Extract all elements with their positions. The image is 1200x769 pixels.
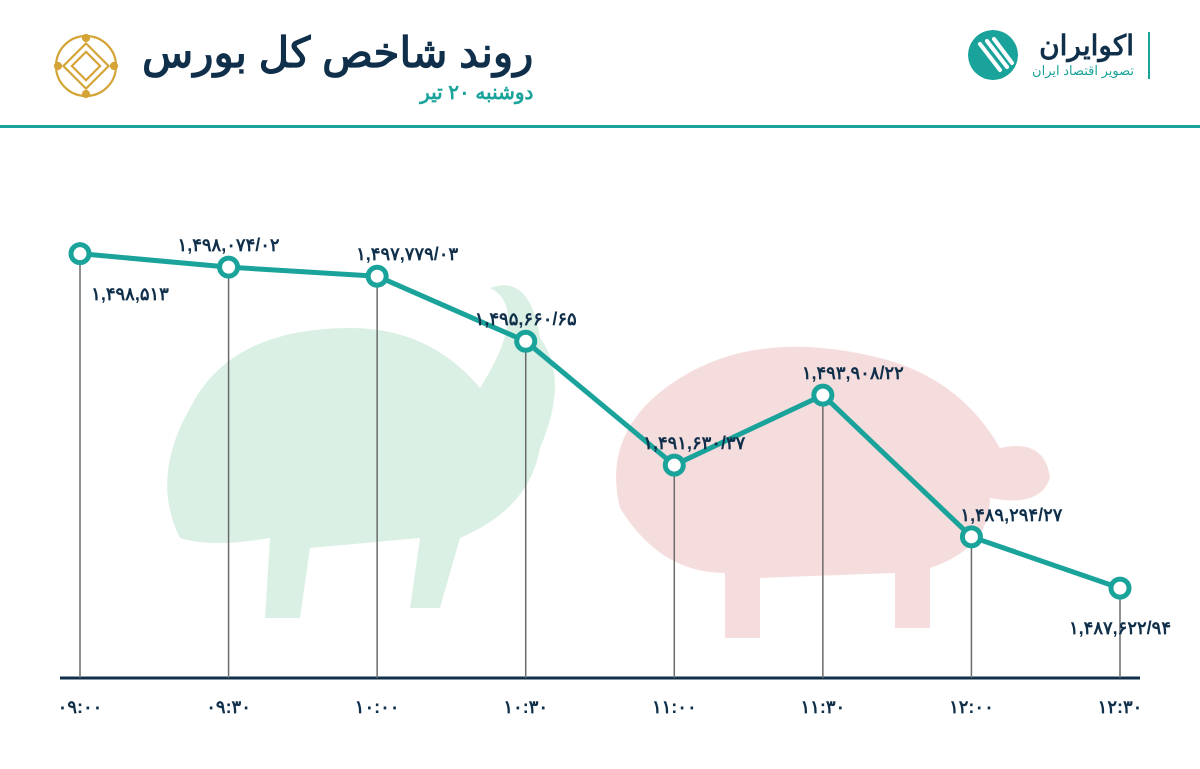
data-point [814,386,832,404]
brand-text: اکوایران تصویر اقتصاد ایران [1032,32,1150,79]
markers [71,245,1129,597]
x-axis-label: ۱۲:۳۰ [1098,697,1143,718]
data-point [665,456,683,474]
brand-name: اکوایران [1032,32,1134,60]
x-axis-label: ۱۱:۰۰ [652,697,697,718]
data-point [962,528,980,546]
point-value-label: ۱,۴۸۹,۲۹۴/۲۷ [960,505,1062,526]
x-axis-label: ۱۰:۰۰ [355,697,400,718]
page-title: روند شاخص کل بورس [142,30,533,76]
point-value-label: ۱,۴۹۸,۵۱۳ [91,284,169,305]
data-point [71,245,89,263]
brand-logo-icon [968,30,1018,80]
x-axis-label: ۱۱:۳۰ [801,697,846,718]
page-subtitle: دوشنبه ۲۰ تیر [142,80,533,105]
brand-block: اکوایران تصویر اقتصاد ایران [968,30,1150,80]
line-chart-svg [60,178,1140,718]
point-value-label: ۱,۴۹۷,۷۷۹/۰۳ [356,244,458,265]
data-point [220,258,238,276]
x-axis-label: ۰۹:۳۰ [206,697,251,718]
point-value-label: ۱,۴۸۷,۶۲۲/۹۴ [1069,618,1171,639]
point-value-label: ۱,۴۹۸,۰۷۴/۰۲ [178,235,280,256]
chart: ۰۹:۰۰ ۰۹:۳۰ ۱۰:۰۰ ۱۰:۳۰ ۱۱:۰۰ ۱۱:۳۰ ۱۲:۰۰ ۱۲:۳۰… [60,178,1140,718]
x-axis-label: ۰۹:۰۰ [58,697,103,718]
header: اکوایران تصویر اقتصاد ایران روند شاخص کل… [0,0,1200,128]
point-value-label: ۱,۴۹۱,۶۳۰/۳۷ [643,433,745,454]
x-axis-labels: ۰۹:۰۰ ۰۹:۳۰ ۱۰:۰۰ ۱۰:۳۰ ۱۱:۰۰ ۱۱:۳۰ ۱۲:۰۰ ۱۲:۳۰ [60,678,1140,718]
data-point [1111,579,1129,597]
brand-tagline: تصویر اقتصاد ایران [1032,63,1134,79]
droplines [80,254,1120,678]
x-axis-label: ۱۰:۳۰ [503,697,548,718]
x-axis-label: ۱۲:۰۰ [949,697,994,718]
point-value-label: ۱,۴۹۵,۶۶۰/۶۵ [475,309,577,330]
title-block: روند شاخص کل بورس دوشنبه ۲۰ تیر [50,30,533,105]
seal-icon [50,30,122,102]
data-point [368,267,386,285]
data-point [517,332,535,350]
point-value-label: ۱,۴۹۳,۹۰۸/۲۲ [802,363,904,384]
